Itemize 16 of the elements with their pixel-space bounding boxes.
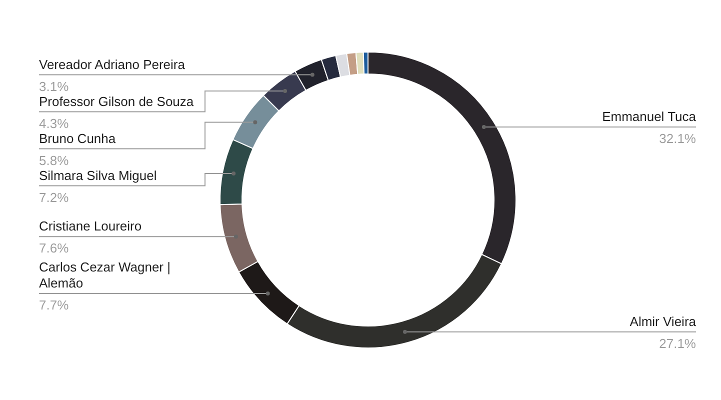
slice-label: Cristiane Loureiro (39, 218, 142, 234)
data-label: 7.6% (39, 240, 70, 256)
data-label: 5.8% (39, 152, 70, 168)
data-label: 7.7% (39, 297, 70, 312)
slice-label: Emmanuel Tuca (602, 108, 697, 124)
data-label: 4.3% (39, 116, 70, 131)
slice-label: Carlos Cezar Wagner | Alemão (39, 259, 170, 290)
slice-label: Almir Vieira (630, 314, 697, 329)
data-label: 27.1% (659, 336, 696, 351)
slice-label: Vereador Adriano Pereira (39, 56, 186, 72)
data-label: 7.2% (39, 190, 70, 205)
data-label: 3.1% (39, 78, 70, 94)
slice-label: Bruno Cunha (39, 130, 116, 146)
slice-label: Professor Gilson de Souza (39, 94, 194, 109)
slice-label: Silmara Silva Miguel (39, 168, 157, 183)
data-label: 32.1% (659, 130, 696, 146)
